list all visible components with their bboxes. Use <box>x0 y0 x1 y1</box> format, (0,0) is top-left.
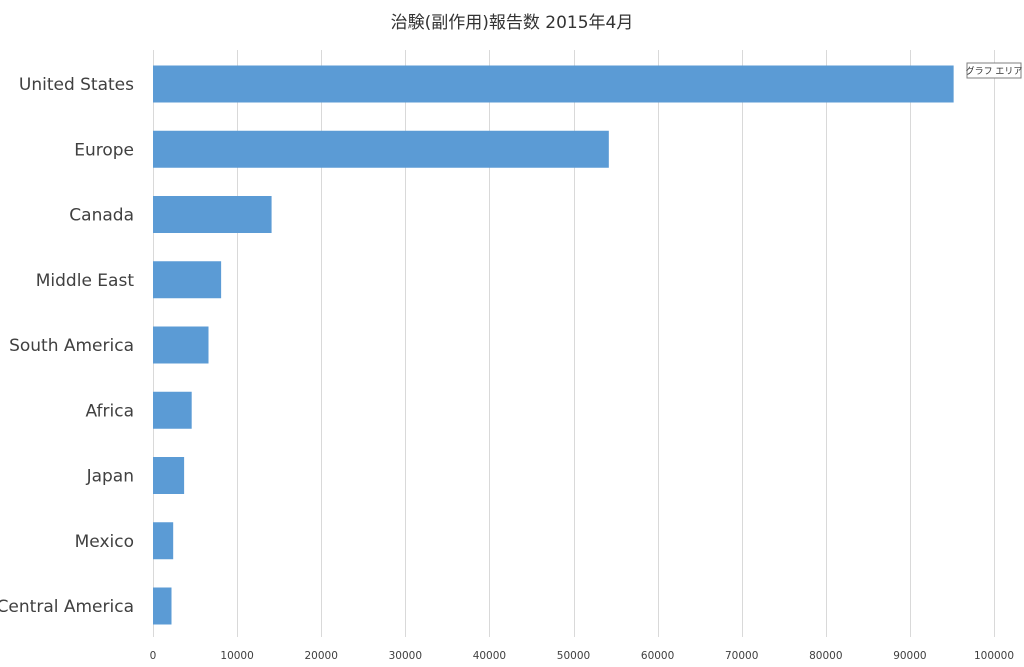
category-label: Africa <box>86 401 135 421</box>
bars <box>153 65 954 625</box>
bar[interactable] <box>153 522 174 560</box>
tooltip: グラフ エリア <box>966 62 1023 79</box>
x-tick-label: 0 <box>150 650 157 662</box>
category-label: Canada <box>69 206 134 226</box>
x-tick-label: 10000 <box>220 650 253 662</box>
tooltip-text: グラフ エリア <box>966 65 1023 77</box>
category-label: Mexico <box>75 532 134 552</box>
bar[interactable] <box>153 196 272 233</box>
category-label: Japan <box>86 467 134 487</box>
tooltip-box <box>966 62 1022 79</box>
category-labels: United States Europe Canada Middle East Sout… <box>0 75 134 617</box>
bar[interactable] <box>153 457 185 494</box>
x-tick-label: 20000 <box>304 650 337 662</box>
bar[interactable] <box>153 587 172 625</box>
chart-title: 治験(副作用)報告数 2015年4月 <box>391 13 634 33</box>
bar[interactable] <box>153 261 222 299</box>
bar[interactable] <box>153 326 209 364</box>
x-tick-label: 70000 <box>725 650 758 662</box>
category-label: Middle East <box>36 271 135 291</box>
x-tick-label: 60000 <box>641 650 674 662</box>
x-tick-label: 40000 <box>473 650 506 662</box>
bar[interactable] <box>153 130 609 168</box>
category-label: Central America <box>0 597 134 617</box>
category-label: South America <box>9 336 134 356</box>
x-tick-label: 100000 <box>974 650 1014 662</box>
x-tick-label: 50000 <box>557 650 590 662</box>
bar[interactable] <box>153 391 192 429</box>
x-tick-label: 30000 <box>389 650 422 662</box>
category-label: Europe <box>74 140 134 160</box>
x-tick-label: 90000 <box>893 650 926 662</box>
category-label: United States <box>19 75 134 95</box>
x-tick-label: 80000 <box>809 650 842 662</box>
x-tick-labels: 0 10000 20000 30000 40000 50000 60000 70000 8000… <box>150 650 1014 662</box>
bar[interactable] <box>153 65 954 103</box>
